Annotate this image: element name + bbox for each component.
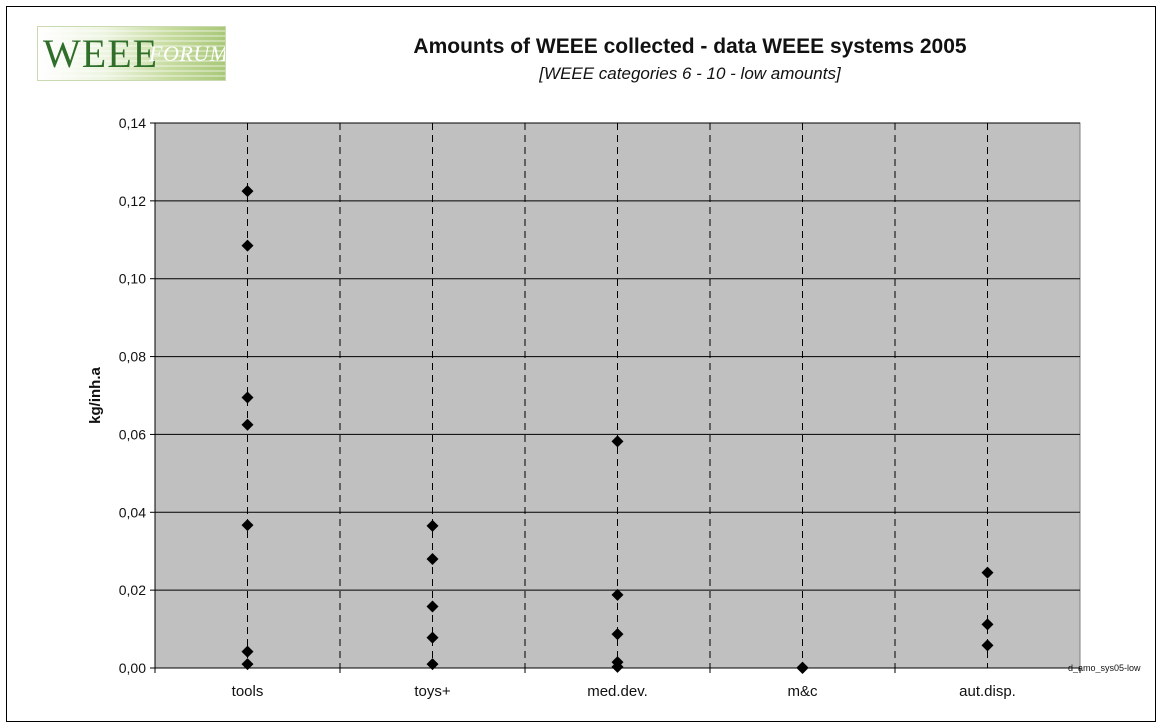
data-point — [611, 435, 624, 448]
y-tick-label: 0,02 — [119, 582, 146, 598]
x-tick-label: toys+ — [414, 683, 451, 700]
data-point — [241, 185, 254, 198]
data-point — [981, 618, 994, 631]
x-tick-label: tools — [232, 683, 264, 700]
y-tick-label: 0,14 — [119, 115, 146, 131]
logo-weee-text: WEEE — [43, 31, 159, 76]
x-tick-label: med.dev. — [587, 683, 648, 700]
weee-forum-logo: WEEE FORUM — [37, 26, 226, 81]
y-tick-label: 0,08 — [119, 349, 146, 365]
logo-forum-text: FORUM — [149, 41, 226, 66]
data-point — [241, 418, 254, 431]
data-point — [426, 658, 439, 671]
x-tick-label: m&c — [788, 683, 819, 700]
logo-stripes — [38, 27, 225, 80]
data-point — [241, 391, 254, 404]
y-axis-title: kg/inh.a — [87, 367, 104, 424]
data-point — [981, 566, 994, 579]
data-point — [241, 658, 254, 671]
x-tick-label: aut.disp. — [959, 683, 1016, 700]
data-point — [426, 631, 439, 644]
y-tick-label: 0,10 — [119, 271, 146, 287]
y-tick-label: 0,00 — [119, 660, 146, 676]
data-point — [796, 662, 809, 674]
data-point — [426, 600, 439, 613]
data-point — [241, 645, 254, 658]
data-point — [241, 519, 254, 532]
y-tick-label: 0,12 — [119, 193, 146, 209]
data-point — [611, 588, 624, 601]
chart-title: Amounts of WEEE collected - data WEEE sy… — [413, 35, 967, 58]
data-point — [241, 239, 254, 252]
data-point — [611, 660, 624, 673]
data-point — [611, 628, 624, 641]
chart-subtitle: [WEEE categories 6 - 10 - low amounts] — [539, 64, 841, 83]
data-point — [426, 553, 439, 565]
data-point — [981, 639, 994, 652]
data-point — [426, 519, 439, 532]
y-tick-label: 0,06 — [119, 426, 146, 442]
plot-area — [154, 122, 1081, 669]
y-tick-label: 0,04 — [119, 504, 146, 520]
footnote: d_amo_sys05-low — [1068, 663, 1141, 673]
